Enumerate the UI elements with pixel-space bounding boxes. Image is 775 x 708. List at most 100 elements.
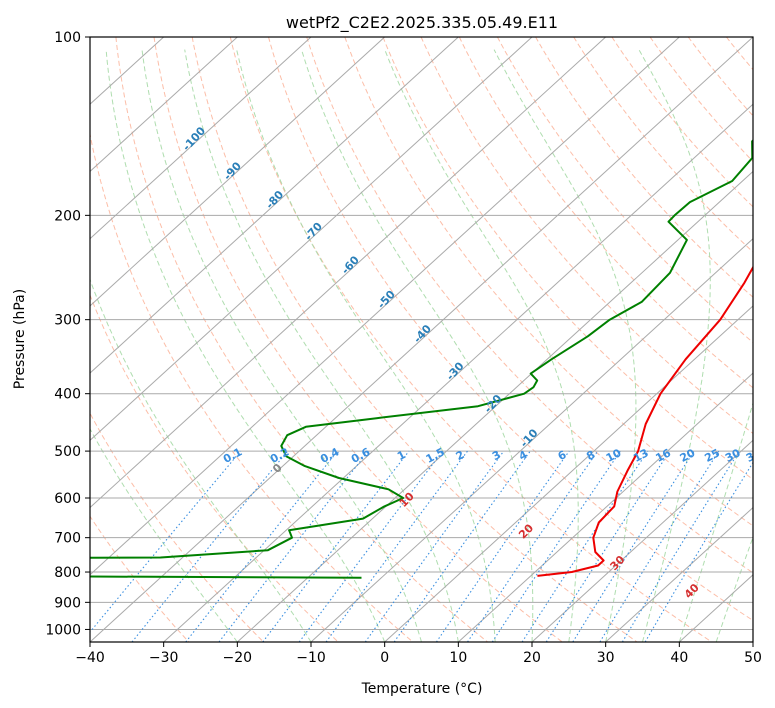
dry-adiabat (535, 37, 753, 298)
isotherm-label: -10 (518, 426, 541, 450)
y-tick-label: 700 (54, 531, 81, 547)
dry-adiabat (458, 37, 753, 389)
moist-adiabat (384, 49, 579, 642)
plot-frame (89, 36, 754, 643)
dry-adiabat (765, 37, 775, 642)
isotherm (90, 37, 238, 173)
dry-adiabat (90, 515, 190, 642)
isotherm (90, 37, 607, 509)
y-tick-label: 1000 (45, 622, 81, 638)
isotherm (90, 37, 386, 307)
isotherm (236, 170, 753, 642)
isotherm (90, 37, 753, 642)
isotherm (90, 37, 312, 240)
moist-adiabat (90, 278, 312, 642)
mixing-ratio-label: 1 (395, 448, 408, 463)
dry-adiabat (726, 37, 753, 71)
mixing-ratio-label: 25 (702, 446, 722, 465)
isotherm-label: -80 (263, 188, 286, 212)
mixing-ratio-line (262, 450, 410, 642)
isotherm (90, 37, 680, 576)
isotherm-label: -100 (180, 124, 208, 153)
y-axis-label: Pressure (hPa) (12, 289, 28, 389)
moist-adiabat (184, 49, 459, 642)
dry-adiabat (306, 37, 753, 574)
mixing-ratio-line (467, 450, 599, 642)
mixing-ratio-label: 1.5 (424, 445, 447, 466)
mixing-ratio-line (521, 450, 649, 642)
moist-adiabat-label: 40 (682, 581, 702, 601)
dry-adiabat (191, 37, 638, 642)
y-tick-label: 500 (54, 444, 81, 460)
dry-adiabat (687, 37, 753, 117)
isotherm (90, 37, 459, 374)
dry-adiabat (382, 37, 753, 481)
plot-background (90, 37, 775, 642)
x-tick-label: 20 (523, 650, 541, 666)
mixing-ratio-line (325, 450, 468, 642)
sounding-traces (90, 139, 753, 579)
moist-adiabat (236, 49, 496, 642)
mixing-ratio-line (545, 450, 671, 642)
mixing-ratio-label: 3 (490, 448, 503, 463)
dry-adiabat (115, 37, 488, 642)
isotherm (384, 305, 753, 642)
x-axis-ticks: −40 −30 −20 −10 0 10 20 30 40 50 (75, 642, 762, 666)
isotherm-label: -60 (339, 253, 362, 277)
x-tick-label: 30 (597, 650, 615, 666)
isotherm (310, 237, 753, 642)
x-tick-label: 10 (449, 650, 467, 666)
isotherm (605, 506, 753, 642)
y-tick-label: 100 (54, 30, 81, 46)
moist-adiabat (715, 535, 753, 642)
mixing-ratio-label: 20 (678, 446, 698, 465)
dry-adiabat (496, 37, 753, 344)
mixing-ratio-line (393, 450, 531, 642)
isotherm-label: -50 (375, 288, 398, 312)
dry-adiabat (90, 131, 414, 642)
dewpoint-trace (90, 139, 753, 579)
mixing-ratio-line (435, 450, 570, 642)
moist-adiabat (301, 49, 534, 642)
mixing-ratio-line (131, 450, 289, 642)
line-labels: -100-90-80-70-60-50-40-30-20-100.1 0.2 0.4… (180, 124, 764, 601)
isotherm-label: -20 (482, 392, 505, 416)
y-tick-label: 400 (54, 387, 81, 403)
mixing-ratio-label: 4 (517, 448, 530, 463)
isotherm (531, 439, 753, 642)
dry-adiabat (229, 37, 712, 642)
mixing-ratio-line (491, 450, 621, 642)
dry-adiabat (90, 412, 264, 642)
temperature-trace (537, 265, 753, 577)
mixing-ratio-line (599, 450, 720, 642)
y-tick-label: 300 (54, 313, 81, 329)
y-tick-label: 900 (54, 595, 81, 611)
x-tick-label: −10 (296, 650, 326, 666)
dry-adiabat (573, 37, 753, 253)
dry-adiabat (344, 37, 753, 527)
mixing-ratio-line (298, 450, 444, 642)
mixing-ratio-line (364, 450, 505, 642)
mixing-ratio-label: 36 (744, 446, 764, 465)
isotherm-label: -30 (444, 359, 467, 383)
mixing-ratio-label: 6 (556, 448, 569, 463)
chart-title: wetPf2_C2E2.2025.335.05.49.E11 (286, 13, 558, 33)
moist-adiabat-label: 20 (516, 521, 536, 541)
y-tick-label: 200 (54, 208, 81, 224)
mixing-ratio-line (572, 450, 695, 642)
y-tick-label: 800 (54, 565, 81, 581)
mixing-ratio-label: 13 (631, 446, 651, 465)
isotherm-label: -70 (302, 220, 325, 244)
moist-adiabat (141, 49, 422, 642)
y-tick-label: 600 (54, 491, 81, 507)
x-axis-label: Temperature (°C) (361, 681, 483, 697)
isotherm (457, 372, 753, 642)
isotherm (163, 103, 753, 642)
moist-adiabat (493, 49, 637, 642)
moist-adiabat (90, 427, 238, 642)
mixing-ratio-line (90, 450, 242, 633)
x-tick-label: 0 (380, 650, 389, 666)
mixing-ratio-label: 0.4 (318, 445, 342, 466)
dry-adiabat (611, 37, 753, 208)
